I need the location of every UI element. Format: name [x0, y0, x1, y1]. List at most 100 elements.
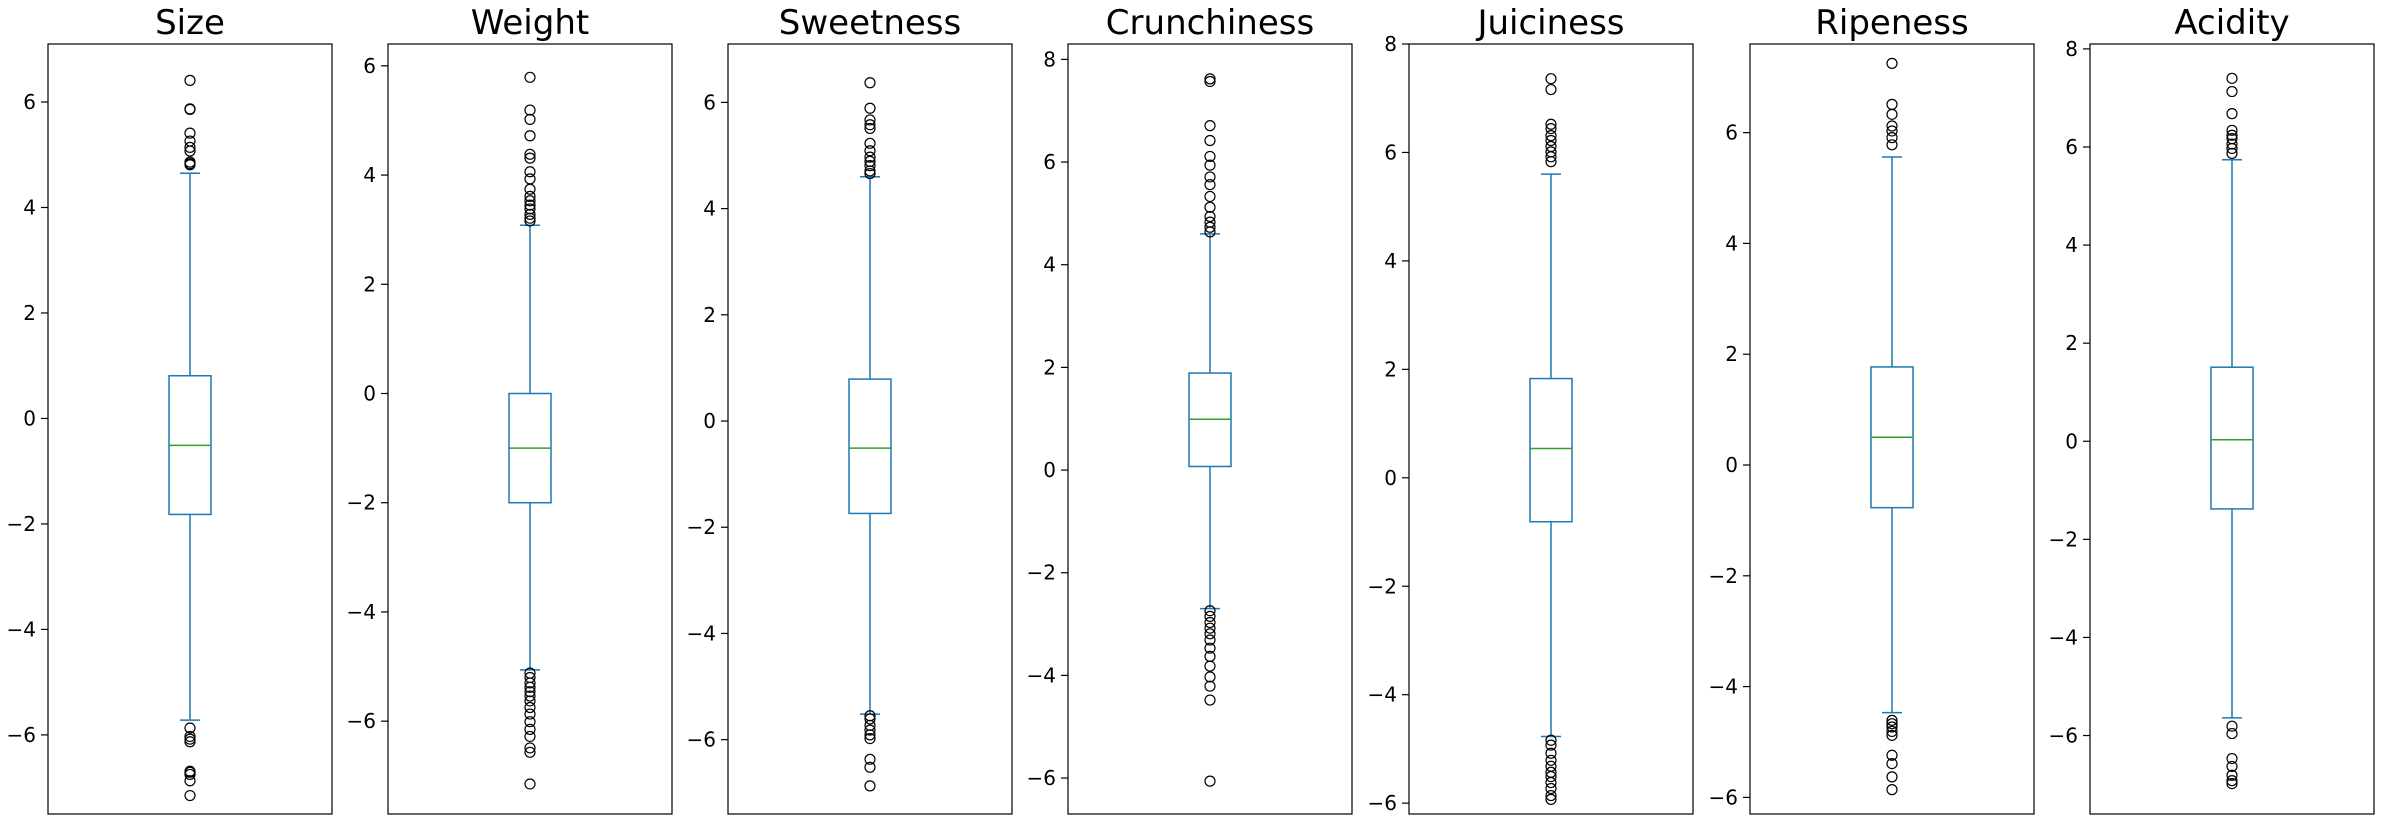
outlier-point-crunchiness — [1204, 210, 1216, 223]
y-tick-label-ripeness: 0 — [1725, 453, 1738, 477]
outlier-point-sweetness — [864, 119, 876, 131]
outlier-point-ripeness — [1886, 120, 1898, 132]
y-tick-label-juiciness: 8 — [1384, 32, 1397, 56]
outlier-point-crunchiness — [1204, 634, 1216, 646]
y-tick-label-crunchiness: 6 — [1043, 150, 1056, 174]
outlier-point-juiciness — [1545, 770, 1557, 783]
outlier-point-weight — [524, 690, 536, 702]
outlier-point-juiciness — [1545, 151, 1557, 163]
outlier-point-juiciness — [1545, 156, 1557, 168]
outlier-point-sweetness — [864, 114, 876, 126]
outlier-point-ripeness — [1886, 132, 1898, 144]
outlier-point-acidity — [2226, 147, 2238, 159]
outlier-point-ripeness — [1886, 718, 1898, 730]
outlier-point-size — [184, 768, 196, 781]
outlier-point-weight — [524, 199, 536, 211]
panel-title-ripeness: Ripeness — [1815, 3, 1968, 43]
outlier-point-crunchiness — [1204, 694, 1216, 706]
outlier-point-crunchiness — [1204, 226, 1216, 238]
outlier-point-weight — [524, 730, 536, 743]
y-tick-label-crunchiness: −6 — [1027, 766, 1056, 790]
y-tick-label-crunchiness: 0 — [1043, 458, 1056, 482]
outlier-point-acidity — [2226, 720, 2238, 732]
y-tick-label-ripeness: 6 — [1725, 121, 1738, 145]
y-tick-label-ripeness: 4 — [1725, 231, 1738, 255]
outlier-point-juiciness — [1545, 118, 1557, 130]
y-tick-label-juiciness: −2 — [1368, 574, 1397, 598]
outlier-point-acidity — [2226, 72, 2238, 84]
panel-title-sweetness: Sweetness — [779, 3, 961, 43]
outlier-point-crunchiness — [1204, 159, 1216, 171]
outlier-point-crunchiness — [1204, 642, 1216, 654]
outlier-point-juiciness — [1545, 739, 1557, 751]
outlier-point-weight — [524, 215, 536, 227]
outlier-point-size — [184, 127, 196, 139]
iqr-box-acidity — [2210, 366, 2254, 510]
y-tick-label-size: −6 — [7, 723, 36, 747]
outlier-point-weight — [524, 104, 536, 116]
outlier-point-crunchiness — [1204, 120, 1216, 132]
outlier-point-juiciness — [1545, 122, 1557, 135]
iqr-box-juiciness — [1529, 377, 1573, 523]
outlier-point-weight — [524, 686, 536, 698]
y-tick-label-weight: −6 — [347, 709, 376, 733]
outlier-point-size — [184, 775, 196, 787]
outlier-point-ripeness — [1886, 771, 1898, 783]
outlier-point-size — [184, 103, 196, 115]
outlier-point-size — [184, 145, 196, 157]
outlier-point-juiciness — [1545, 130, 1557, 142]
outlier-point-sweetness — [864, 780, 876, 792]
panel-title-acidity: Acidity — [2174, 3, 2289, 43]
y-tick-label-sweetness: −2 — [687, 515, 716, 539]
y-tick-label-sweetness: 6 — [703, 90, 716, 114]
outlier-point-acidity — [2226, 775, 2238, 787]
outlier-point-crunchiness — [1204, 671, 1216, 683]
outlier-point-size — [184, 722, 196, 734]
outlier-point-acidity — [2226, 129, 2238, 141]
panel-frame-crunchiness — [1067, 43, 1353, 815]
y-tick-label-ripeness: −4 — [1709, 675, 1738, 699]
outlier-point-crunchiness — [1204, 190, 1216, 203]
outlier-point-sweetness — [864, 167, 876, 180]
outlier-point-sweetness — [864, 151, 876, 163]
outlier-point-crunchiness — [1204, 75, 1216, 88]
outlier-point-ripeness — [1886, 749, 1898, 761]
y-tick-label-acidity: −2 — [2049, 527, 2078, 551]
outlier-point-juiciness — [1545, 760, 1557, 772]
outlier-point-ripeness — [1886, 98, 1898, 110]
outlier-point-crunchiness — [1204, 201, 1216, 213]
outlier-point-crunchiness — [1204, 171, 1216, 183]
outlier-point-crunchiness — [1204, 221, 1216, 233]
outlier-point-weight — [524, 113, 536, 125]
outlier-point-crunchiness — [1204, 628, 1216, 640]
outlier-point-sweetness — [864, 724, 876, 736]
outlier-point-juiciness — [1545, 134, 1557, 147]
outlier-point-weight — [524, 212, 536, 224]
outlier-point-acidity — [2226, 752, 2238, 765]
outlier-point-size — [184, 736, 196, 748]
y-tick-label-weight: 2 — [363, 272, 376, 296]
outlier-point-weight — [524, 208, 536, 220]
outlier-point-acidity — [2226, 142, 2238, 155]
outlier-point-ripeness — [1886, 125, 1898, 137]
y-tick-label-acidity: 2 — [2065, 331, 2078, 355]
outlier-point-ripeness — [1886, 721, 1898, 733]
outlier-point-weight — [524, 130, 536, 142]
outlier-point-ripeness — [1886, 784, 1898, 796]
outlier-point-size — [184, 159, 196, 171]
y-tick-label-crunchiness: 4 — [1043, 253, 1056, 277]
y-tick-label-size: 6 — [23, 90, 36, 114]
outlier-point-sweetness — [864, 145, 876, 157]
outlier-point-sweetness — [864, 122, 876, 135]
outlier-point-weight — [524, 71, 536, 83]
outlier-point-juiciness — [1545, 734, 1557, 746]
outlier-point-juiciness — [1545, 83, 1557, 96]
y-tick-label-sweetness: −4 — [687, 621, 716, 645]
y-tick-label-weight: −4 — [347, 600, 376, 624]
y-tick-label-juiciness: −4 — [1368, 683, 1397, 707]
outlier-point-juiciness — [1545, 747, 1557, 759]
outlier-point-crunchiness — [1204, 616, 1216, 629]
outlier-point-sweetness — [864, 729, 876, 741]
